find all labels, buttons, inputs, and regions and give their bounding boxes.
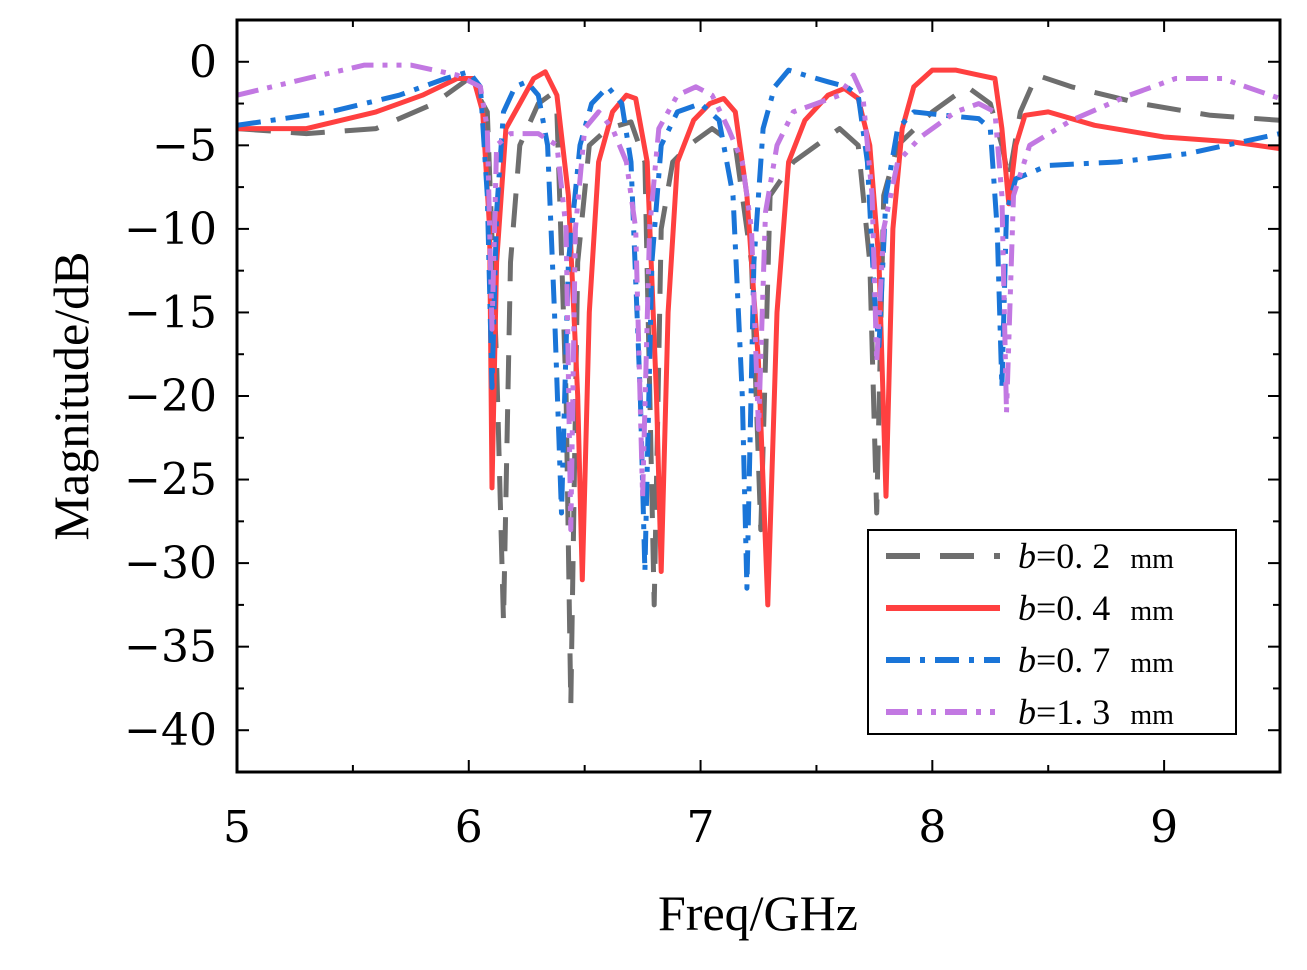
y-tick-label: −40 <box>124 705 217 756</box>
x-axis-title: Freq/GHz <box>658 885 858 941</box>
x-tick-label: 8 <box>918 802 946 853</box>
y-tick-label: −25 <box>124 455 217 506</box>
legend-label-3: b=1. 3 mm <box>1018 692 1174 732</box>
y-tick-label: 0 <box>189 37 217 88</box>
y-axis-title: Magnitude/dB <box>43 252 99 541</box>
y-tick-label: −15 <box>124 287 217 338</box>
y-tick-label: −5 <box>152 120 217 171</box>
x-tick-label: 6 <box>455 802 483 853</box>
y-tick-label: −10 <box>124 204 217 255</box>
x-tick-label: 5 <box>223 802 251 853</box>
legend-label-1: b=0. 4 mm <box>1018 588 1174 628</box>
plot-area <box>237 62 1280 708</box>
tick-labels: 5 6 7 8 9 0 −5 −10 −15 −20 −25 −30 −35 −40 <box>124 37 1178 853</box>
axis-ticks <box>236 19 1280 773</box>
series-line-2 <box>237 67 1280 591</box>
legend-label-0: b=0. 2 mm <box>1018 536 1174 576</box>
y-tick-label: −30 <box>124 538 217 589</box>
y-tick-label: −35 <box>124 622 217 673</box>
y-tick-label: −20 <box>124 371 217 422</box>
legend: b=0. 2 mm b=0. 4 mm b=0. 7 mm b=1. 3 mm <box>867 529 1237 735</box>
x-tick-label: 7 <box>687 802 715 853</box>
x-tick-label: 9 <box>1150 802 1178 853</box>
legend-label-2: b=0. 7 mm <box>1018 640 1174 680</box>
legend-box <box>867 529 1237 735</box>
series-line-1 <box>237 67 1280 608</box>
